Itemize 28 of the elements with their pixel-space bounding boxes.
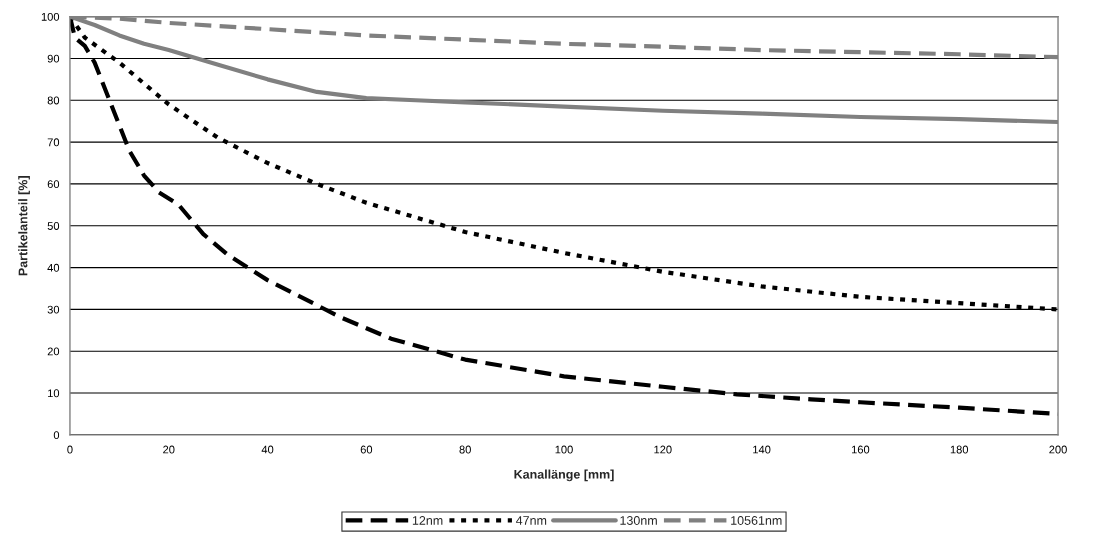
y-tick-label: 0 <box>53 431 60 440</box>
x-axis-title: Kanallänge [mm] <box>514 469 614 482</box>
x-tick-label: 40 <box>261 445 274 454</box>
x-tick-label: 20 <box>163 445 175 454</box>
y-tick-label: 60 <box>47 180 60 189</box>
y-tick-label: 80 <box>47 96 60 105</box>
y-tick-label: 30 <box>47 305 60 314</box>
x-tick-label: 60 <box>360 445 373 454</box>
legend-label: 130nm <box>620 516 657 525</box>
legend-label: 12nm <box>412 516 443 525</box>
y-tick-label: 40 <box>47 263 60 272</box>
x-tick-label: 100 <box>555 445 573 454</box>
x-tick-label: 200 <box>1049 445 1067 454</box>
y-tick-label: 50 <box>47 222 60 230</box>
x-tick-label: 180 <box>950 445 969 454</box>
legend-label: 47nm <box>515 516 547 525</box>
y-tick-label: 100 <box>41 12 60 21</box>
x-tick-label: 140 <box>753 445 771 454</box>
x-tick-label: 0 <box>67 445 73 454</box>
y-axis-title: Partikelanteil [%] <box>18 176 30 276</box>
x-tick-label: 120 <box>654 445 672 454</box>
x-tick-label: 80 <box>459 445 471 454</box>
y-tick-label: 70 <box>47 138 60 147</box>
y-tick-label: 10 <box>48 389 60 398</box>
legend-label: 10561nm <box>731 516 782 525</box>
y-tick-label: 20 <box>47 347 60 356</box>
x-tick-label: 160 <box>851 445 870 454</box>
y-tick-label: 90 <box>47 54 60 63</box>
